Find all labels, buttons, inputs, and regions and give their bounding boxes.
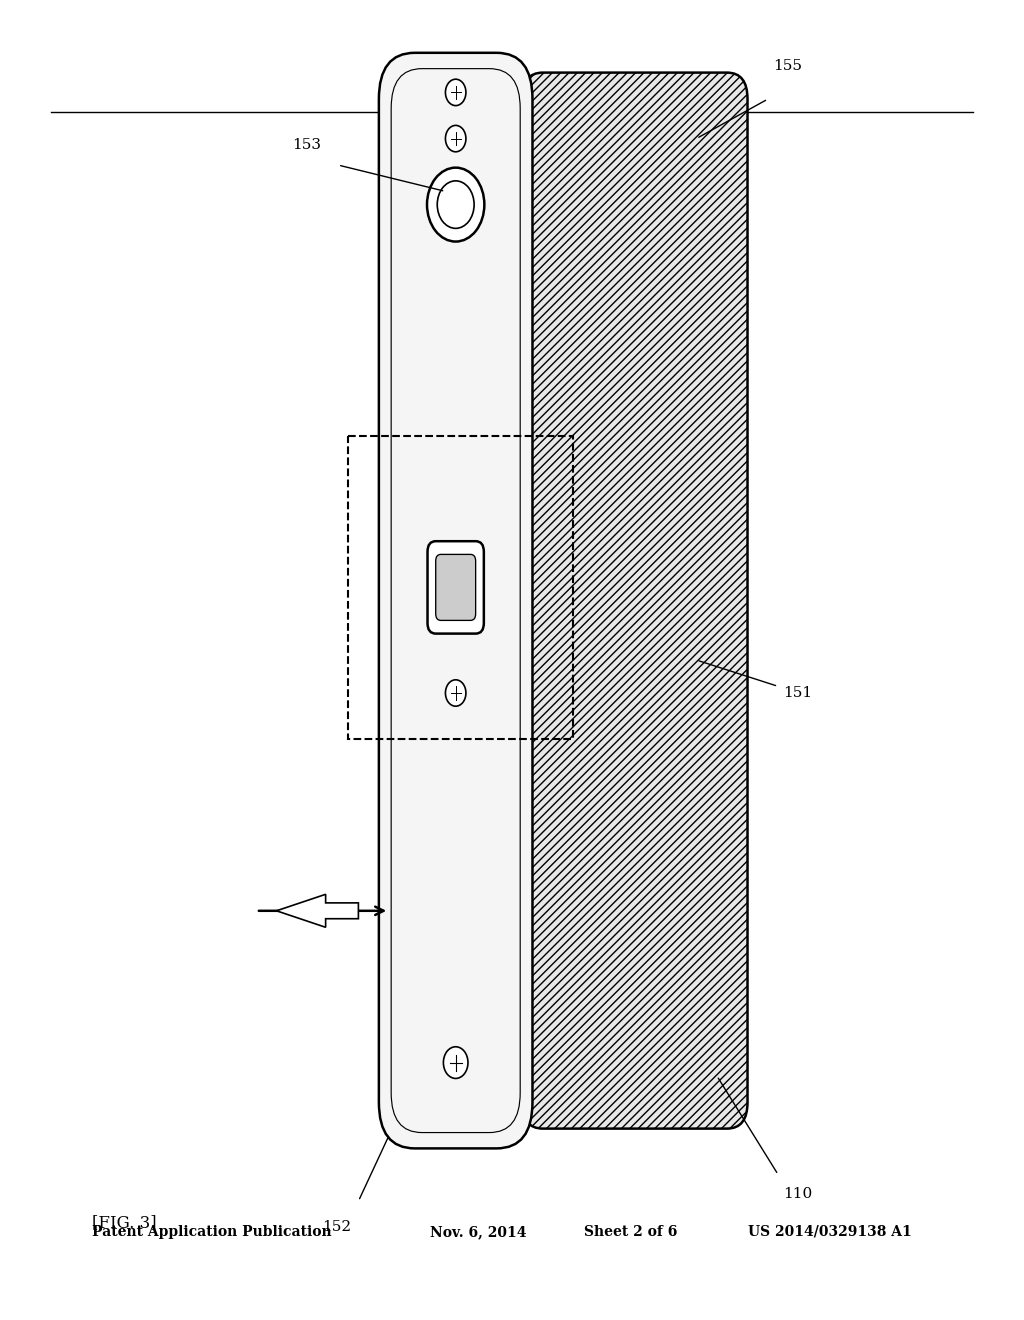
FancyBboxPatch shape <box>428 541 483 634</box>
FancyBboxPatch shape <box>436 554 475 620</box>
Text: Nov. 6, 2014: Nov. 6, 2014 <box>430 1225 526 1239</box>
Circle shape <box>445 680 466 706</box>
Text: US 2014/0329138 A1: US 2014/0329138 A1 <box>748 1225 911 1239</box>
Text: 151: 151 <box>783 685 812 700</box>
Text: Sheet 2 of 6: Sheet 2 of 6 <box>584 1225 677 1239</box>
FancyBboxPatch shape <box>379 53 532 1148</box>
Text: 155: 155 <box>773 58 802 73</box>
Circle shape <box>445 125 466 152</box>
Text: Patent Application Publication: Patent Application Publication <box>92 1225 332 1239</box>
Circle shape <box>445 79 466 106</box>
FancyBboxPatch shape <box>522 73 748 1129</box>
Text: 153: 153 <box>292 137 321 152</box>
Text: [FIG. 3]: [FIG. 3] <box>92 1214 157 1232</box>
Circle shape <box>427 168 484 242</box>
Polygon shape <box>276 895 358 928</box>
Circle shape <box>437 181 474 228</box>
Circle shape <box>443 1047 468 1078</box>
Bar <box>348 436 573 739</box>
Text: 110: 110 <box>783 1187 813 1201</box>
Text: 152: 152 <box>323 1220 351 1234</box>
